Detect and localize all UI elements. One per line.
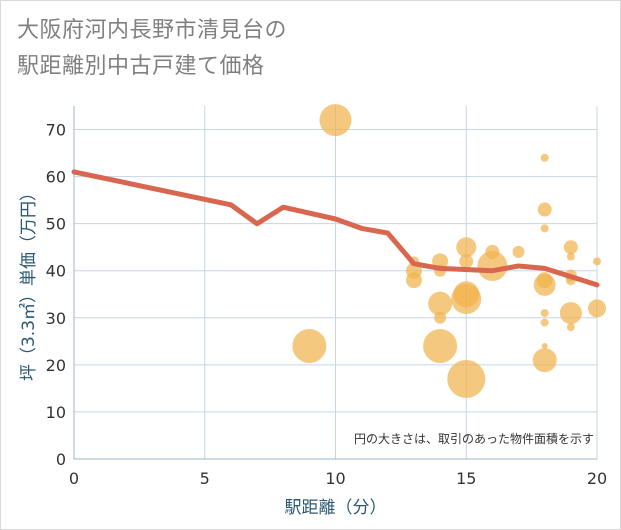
bubble xyxy=(319,104,352,137)
chart-title-line-2: 駅距離別中古戸建て価格 xyxy=(17,54,265,79)
x-tick-labels: 0 5 10 15 20 xyxy=(69,469,607,488)
x-tick-label: 5 xyxy=(200,469,210,488)
bubble xyxy=(292,329,327,364)
bubble xyxy=(533,273,556,296)
x-tick-label: 0 xyxy=(69,469,79,488)
grid-lines xyxy=(73,106,598,460)
y-tick-label: 60 xyxy=(46,168,66,187)
bubble xyxy=(451,283,482,314)
y-tick-label: 10 xyxy=(46,403,66,422)
bubble-size-note: 円の大きさは、取引のあった物件面積を示す xyxy=(354,431,594,446)
y-tick-label: 20 xyxy=(46,356,66,375)
bubble xyxy=(563,240,578,255)
y-tick-label: 30 xyxy=(46,309,66,328)
y-tick-label: 0 xyxy=(56,450,66,469)
bubble xyxy=(540,318,549,327)
y-tick-label: 40 xyxy=(46,262,66,281)
trend-line xyxy=(71,169,600,288)
bubble xyxy=(447,359,486,398)
x-tick-label: 15 xyxy=(456,469,476,488)
bubble xyxy=(532,348,557,373)
bubble xyxy=(566,323,575,332)
bubble xyxy=(456,237,477,258)
bubble xyxy=(512,245,525,258)
bubble xyxy=(540,224,549,233)
y-tick-label: 70 xyxy=(46,121,66,140)
y-tick-labels: 0 10 20 30 40 50 60 70 xyxy=(46,121,66,469)
bubble xyxy=(540,153,549,162)
x-axis-label: 駅距離（分） xyxy=(285,498,387,518)
chart-title: 大阪府河内長野市清見台の 駅距離別中古戸建て価格 xyxy=(17,13,287,85)
bubble xyxy=(566,252,575,261)
chart-title-line-1: 大阪府河内長野市清見台の xyxy=(17,18,288,43)
bubble xyxy=(477,251,508,282)
x-tick-label: 20 xyxy=(587,469,607,488)
bubble xyxy=(405,272,422,289)
y-tick-label: 50 xyxy=(46,215,66,234)
bubble xyxy=(434,311,447,324)
bubble xyxy=(459,254,474,269)
x-tick-label: 10 xyxy=(325,469,345,488)
bubble xyxy=(593,257,601,266)
bubble xyxy=(588,299,606,318)
bubble xyxy=(540,309,549,318)
bubbles xyxy=(292,104,606,398)
bubble xyxy=(428,291,453,316)
bubble xyxy=(541,343,548,350)
y-axis-label: 坪（3.3㎡）単価（万円） xyxy=(19,184,39,381)
bubble xyxy=(559,302,582,325)
bubble xyxy=(423,329,458,364)
bubble xyxy=(537,202,552,217)
